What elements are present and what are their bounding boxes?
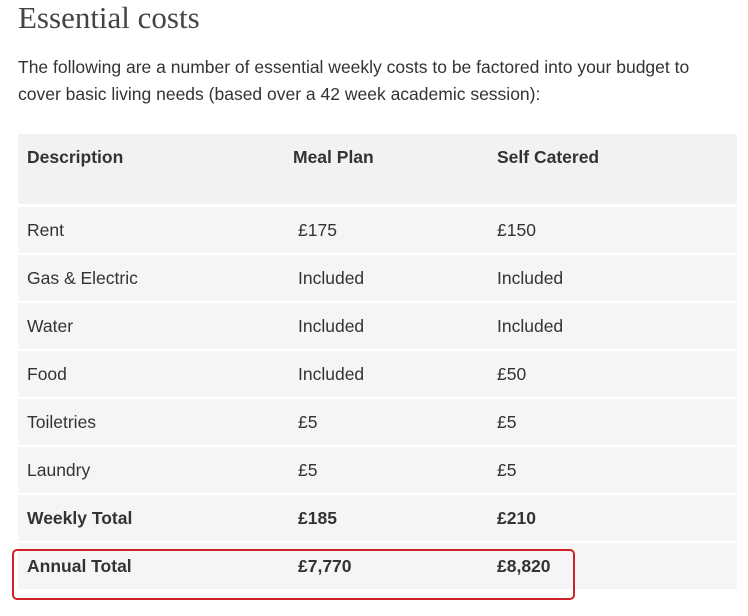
table-cell: £150 [497, 220, 536, 240]
table-row: Water Included Included [18, 303, 737, 349]
table-cell: £210 [497, 508, 536, 528]
highlight-box [12, 549, 575, 600]
intro-text: The following are a number of essential … [18, 57, 690, 104]
table-cell: £185 [298, 508, 337, 528]
table-cell: Gas & Electric [27, 268, 138, 288]
column-header: Meal Plan [293, 147, 374, 167]
table-row: Weekly Total £185 £210 [18, 495, 737, 541]
table-row: Toiletries £5 £5 [18, 399, 737, 445]
table-cell: Annual Total [27, 556, 132, 576]
table-cell: Included [298, 364, 365, 384]
cost-table: Description Meal Plan Self Catered Rent £… [18, 134, 737, 591]
table-cell: £7,770 [298, 556, 352, 576]
table-row: Rent £175 £150 [18, 207, 737, 253]
column-header: Self Catered [497, 147, 600, 167]
table-cell: £5 [497, 412, 517, 432]
table-cell: £5 [497, 460, 517, 480]
table-cell: £5 [298, 460, 318, 480]
table-cell: Included [497, 268, 564, 288]
table-cell: Laundry [27, 460, 91, 480]
page-title: Essential costs [18, 0, 200, 35]
table-cell: £5 [298, 412, 318, 432]
table-cell: Rent [27, 220, 64, 240]
table-header: Description Meal Plan Self Catered [18, 134, 737, 204]
table-cell: £175 [298, 220, 337, 240]
table-cell: Included [497, 316, 564, 336]
table-cell: Included [298, 316, 365, 336]
table-cell: Included [298, 268, 365, 288]
column-header: Description [27, 147, 124, 167]
table-cell: £50 [497, 364, 527, 384]
table-row: Food Included £50 [18, 351, 737, 397]
table-cell: Food [27, 364, 67, 384]
table-row: Gas & Electric Included Included [18, 255, 737, 301]
table-row: Laundry £5 £5 [18, 447, 737, 493]
table-cell: Water [27, 316, 74, 336]
table-cell: Toiletries [27, 412, 97, 432]
table-cell: £8,820 [497, 556, 551, 576]
table-cell: Weekly Total [27, 508, 133, 528]
